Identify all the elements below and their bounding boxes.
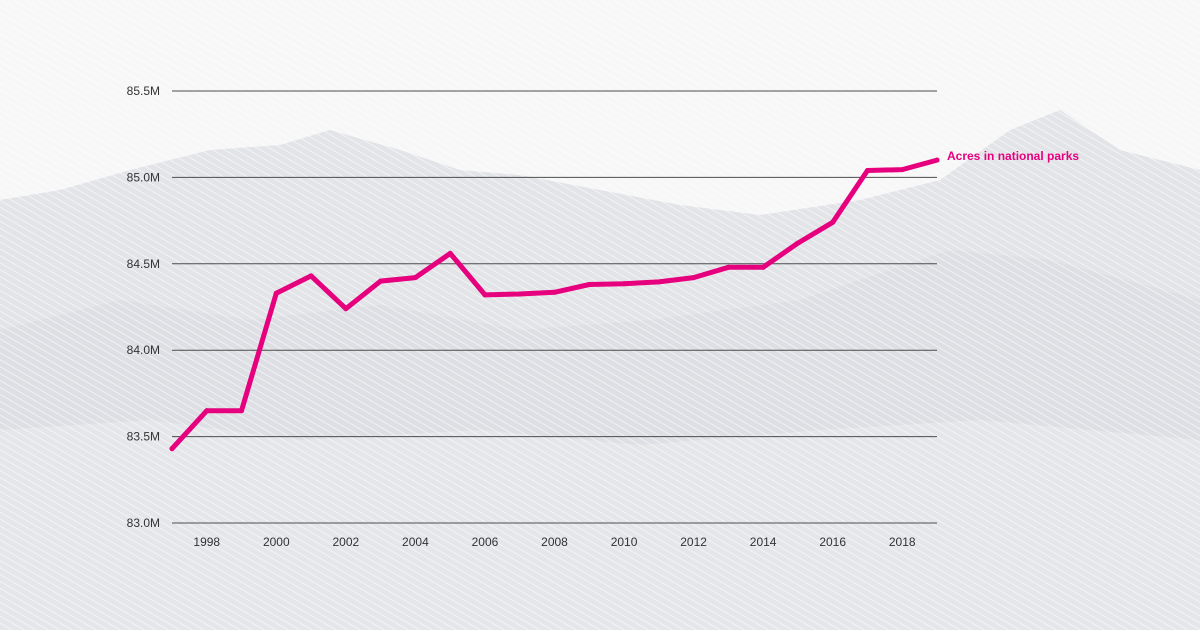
data-point (239, 408, 245, 414)
x-tick-label: 2002 (333, 535, 360, 549)
data-point (482, 292, 488, 298)
series-label: Acres in national parks (947, 149, 1079, 163)
data-point (552, 289, 557, 295)
series-layer (169, 157, 940, 452)
x-tick-label: 2016 (819, 535, 846, 549)
data-point (412, 275, 418, 281)
y-tick-label: 83.5M (127, 430, 160, 444)
x-tick-label: 2012 (680, 535, 707, 549)
x-tick-label: 2014 (750, 535, 777, 549)
data-point (308, 273, 314, 279)
data-point (621, 281, 627, 287)
data-point (795, 240, 801, 246)
y-tick-label: 84.5M (127, 257, 160, 271)
series-labels: Acres in national parks (947, 149, 1079, 163)
data-point (899, 167, 905, 173)
data-point (864, 167, 870, 173)
y-tick-label: 85.5M (127, 84, 160, 98)
x-tick-label: 2018 (889, 535, 916, 549)
data-point (760, 264, 766, 270)
y-axis: 83.0M 83.5M 84.0M 84.5M 85.0M 85.5M (127, 84, 160, 530)
data-point (517, 291, 523, 297)
x-axis: 1998 2000 2002 2004 2006 2008 2010 2012 2014 2016… (193, 535, 915, 549)
x-tick-label: 2008 (541, 535, 568, 549)
data-point (343, 306, 349, 312)
y-tick-label: 83.0M (127, 516, 160, 530)
data-point (378, 278, 384, 284)
data-point (586, 282, 592, 288)
gridlines (172, 90, 937, 524)
data-point (447, 250, 453, 256)
data-point (273, 290, 279, 296)
data-point (169, 446, 175, 452)
x-tick-label: 2010 (611, 535, 638, 549)
data-point (691, 275, 697, 281)
data-point (204, 408, 210, 414)
x-tick-label: 2004 (402, 535, 429, 549)
x-tick-label: 2006 (472, 535, 499, 549)
data-point (830, 219, 836, 225)
x-tick-label: 1998 (193, 535, 220, 549)
data-point (934, 157, 940, 163)
data-point (656, 279, 662, 285)
data-point (725, 264, 731, 270)
y-tick-label: 85.0M (127, 170, 160, 184)
y-tick-label: 84.0M (127, 343, 160, 357)
x-tick-label: 2000 (263, 535, 290, 549)
